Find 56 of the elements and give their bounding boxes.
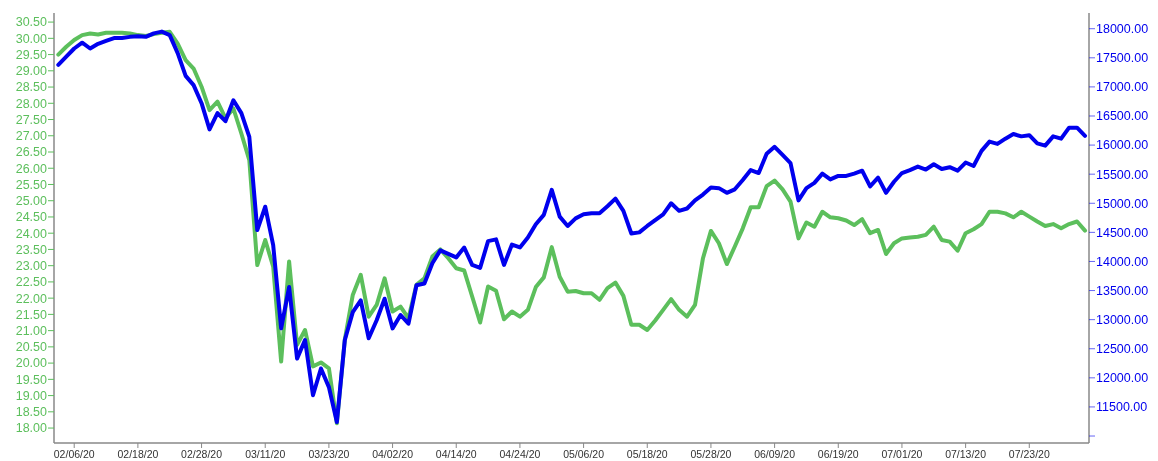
x-tick-label: 02/06/20 [53, 448, 95, 460]
y-tick-label: 18.00 [15, 421, 48, 436]
y-tick-label: 30.00 [15, 31, 48, 46]
y-tick-label: 22.50 [15, 275, 48, 290]
y-tick-label: 19.50 [15, 372, 48, 387]
y-tick-label: 23.50 [15, 242, 48, 257]
x-tick-label: 07/01/20 [881, 448, 923, 460]
x-tick-label: 07/23/20 [1008, 448, 1050, 460]
y-tick-label: 23.00 [15, 259, 48, 274]
y2-tick-label: 15000.00 [1096, 196, 1149, 211]
y2-tick-label: 14000.00 [1096, 254, 1149, 269]
y-tick-label: 28.00 [15, 96, 48, 111]
y-tick-label: 21.50 [15, 307, 48, 322]
x-tick-label: 06/19/20 [817, 448, 859, 460]
y2-tick-label: 17000.00 [1096, 80, 1149, 95]
x-tick-label: 05/06/20 [563, 448, 605, 460]
y2-tick-label: 12000.00 [1096, 371, 1149, 386]
y-tick-label: 29.00 [15, 64, 48, 79]
y2-tick-label: 16500.00 [1096, 109, 1149, 124]
x-tick-label: 07/13/20 [945, 448, 987, 460]
y-tick-label: 21.00 [15, 324, 48, 338]
x-tick-label: 02/28/20 [181, 448, 223, 460]
y-tick-label: 27.00 [15, 129, 48, 144]
y2-tick-label: 18000.00 [1096, 22, 1149, 37]
y-tick-label: 30.50 [15, 15, 48, 30]
x-tick-label: 06/09/20 [754, 448, 796, 460]
y-tick-label: 24.00 [15, 226, 48, 241]
y2-tick-label: 17500.00 [1096, 51, 1149, 66]
x-tick-label: 03/23/20 [308, 448, 350, 460]
x-tick-label: 04/02/20 [372, 448, 414, 460]
x-tick-label: 02/18/20 [117, 448, 159, 460]
y2-tick-label: 12500.00 [1096, 342, 1149, 357]
y2-tick-label: 11500.00 [1096, 400, 1148, 415]
y-tick-label: 24.50 [15, 210, 48, 225]
y-tick-label: 18.50 [15, 405, 48, 420]
y-tick-label: 22.00 [15, 291, 48, 306]
x-tick-label: 04/14/20 [435, 448, 477, 460]
y-tick-label: 20.00 [15, 356, 48, 371]
y-tick-label: 29.50 [15, 47, 48, 62]
y-tick-label: 19.00 [15, 388, 48, 403]
y-tick-label: 25.50 [15, 177, 48, 192]
y-tick-label: 27.50 [15, 112, 48, 127]
y2-tick-label: 16000.00 [1096, 138, 1149, 153]
y-tick-label: 25.00 [15, 194, 48, 209]
x-tick-label: 05/28/20 [690, 448, 732, 460]
x-tick-label: 04/24/20 [499, 448, 541, 460]
y-tick-label: 26.00 [15, 161, 48, 176]
x-tick-label: 03/11/20 [245, 448, 286, 460]
y2-tick-label: 14500.00 [1096, 225, 1149, 240]
y-tick-label: 26.50 [15, 145, 48, 160]
y2-tick-label: 13500.00 [1096, 283, 1149, 298]
y-tick-label: 20.50 [15, 340, 48, 355]
x-tick-label: 05/18/20 [626, 448, 668, 460]
y2-tick-label: 13000.00 [1096, 313, 1149, 328]
y-tick-label: 28.50 [15, 80, 48, 95]
y2-tick-label: 15500.00 [1096, 167, 1149, 182]
